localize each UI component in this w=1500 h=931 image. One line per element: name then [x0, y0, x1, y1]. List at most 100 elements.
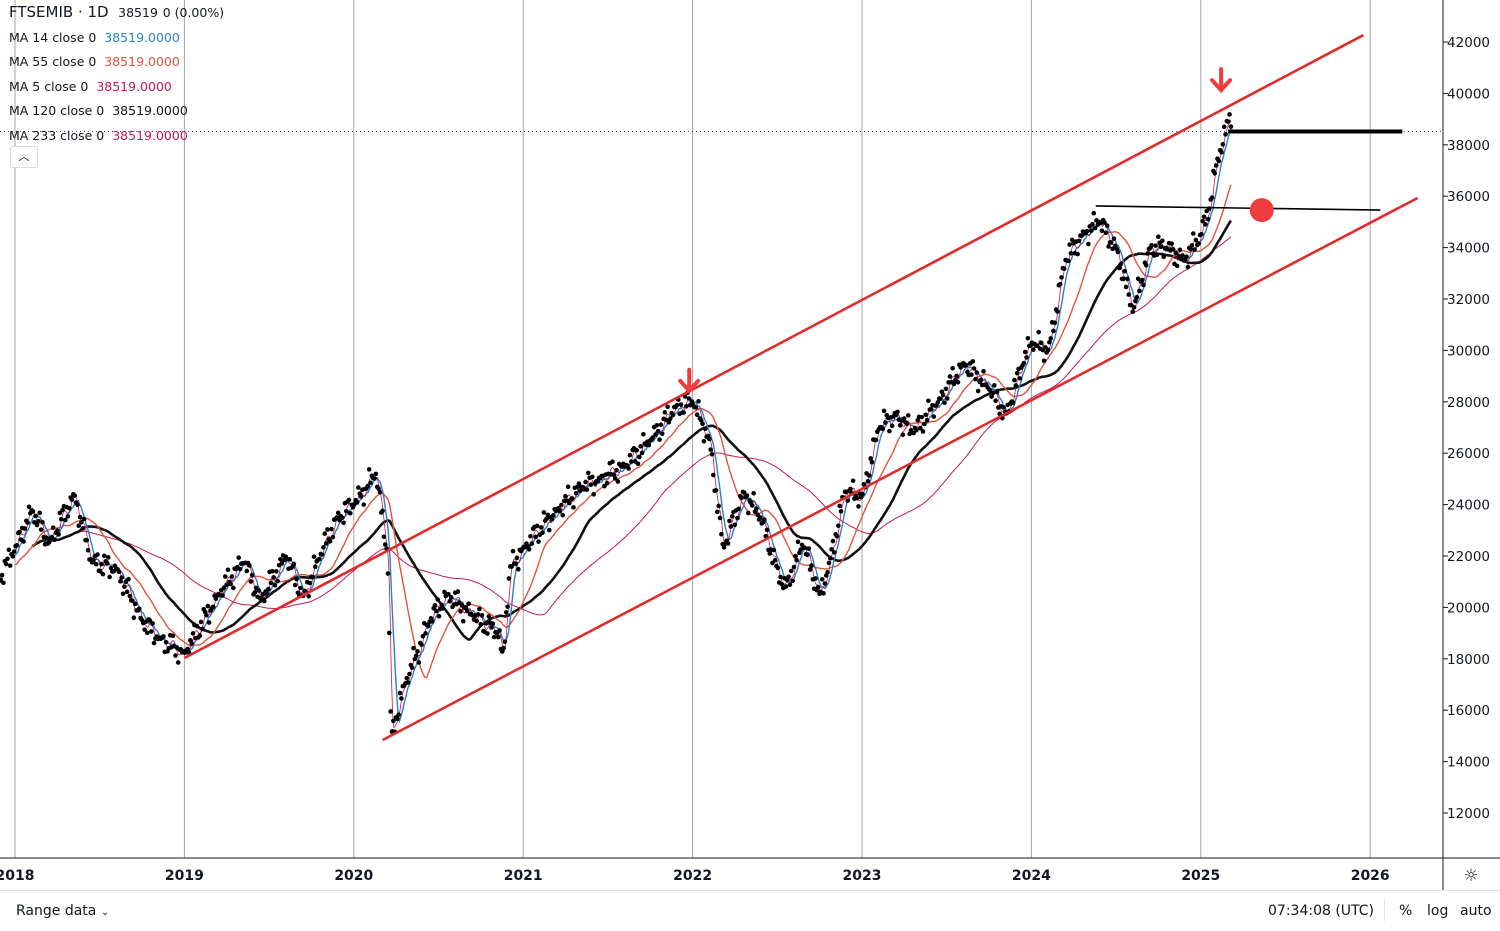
range-data-button[interactable]: Range data ⌄	[16, 903, 109, 919]
price-point	[1132, 305, 1137, 310]
price-point	[722, 545, 727, 550]
price-point	[386, 571, 391, 576]
price-point	[341, 520, 346, 525]
price-point	[784, 584, 789, 589]
price-point	[659, 422, 664, 427]
price-point	[637, 455, 642, 460]
price-point	[746, 511, 751, 516]
price-point	[694, 405, 699, 410]
price-change: 0 (0.00%)	[163, 5, 224, 20]
price-point	[890, 424, 895, 429]
price-point	[1031, 347, 1036, 352]
price-point	[21, 539, 26, 544]
price-point	[273, 583, 278, 588]
price-point	[1202, 214, 1207, 219]
price-point	[1226, 119, 1231, 124]
price-point	[566, 485, 571, 490]
ma-legend-row[interactable]: MA 55 close 0 38519.0000	[9, 50, 224, 75]
price-point	[1059, 275, 1064, 280]
price-point	[1192, 247, 1197, 252]
ma-legend-row[interactable]: MA 233 close 0 38519.0000	[9, 124, 224, 149]
price-point	[1118, 262, 1123, 267]
price-point	[419, 642, 424, 647]
price-point	[466, 601, 471, 606]
price-point	[880, 427, 885, 432]
auto-toggle[interactable]: auto	[1460, 903, 1492, 919]
price-point	[539, 525, 544, 530]
price-point	[12, 549, 17, 554]
price-point	[492, 635, 497, 640]
price-point	[991, 391, 996, 396]
log-toggle[interactable]: log	[1427, 903, 1448, 919]
price-point	[921, 429, 926, 434]
price-point	[835, 534, 840, 539]
price-point	[312, 554, 317, 559]
price-point	[211, 605, 216, 610]
price-point	[825, 570, 830, 575]
symbol[interactable]: FTSEMIB	[9, 3, 73, 21]
price-point	[15, 543, 20, 548]
price-point	[40, 520, 45, 525]
price-point	[82, 517, 87, 522]
ma-legend-row[interactable]: MA 14 close 0 38519.0000	[9, 26, 224, 51]
price-point	[728, 524, 733, 529]
price-point	[347, 498, 352, 503]
price-point	[1137, 289, 1142, 294]
price-point	[496, 635, 501, 640]
price-point	[941, 393, 946, 398]
price-point	[809, 563, 814, 568]
price-point	[898, 423, 903, 428]
price-point	[805, 552, 810, 557]
price-point	[313, 564, 318, 569]
symbol-header[interactable]: FTSEMIB · 1D 38519 0 (0.00%)	[9, 0, 224, 26]
price-point	[461, 619, 466, 624]
y-tick-label: 34000	[1447, 241, 1490, 257]
price-point	[550, 517, 555, 522]
price-point	[979, 378, 984, 383]
price-point	[150, 621, 155, 626]
price-point	[1125, 277, 1130, 282]
price-point	[586, 471, 591, 476]
ma-legend-row[interactable]: MA 120 close 0 38519.0000	[9, 99, 224, 124]
ma-label: MA 14 close 0	[9, 30, 96, 45]
price-point	[1106, 244, 1111, 249]
price-point	[796, 540, 801, 545]
ma-legend-row[interactable]: MA 5 close 0 38519.0000	[9, 75, 224, 100]
price-point	[1105, 223, 1110, 228]
ma-value: 38519.0000	[96, 79, 172, 94]
price-point	[1048, 336, 1053, 341]
price-point	[99, 562, 104, 567]
price-point	[905, 422, 910, 427]
price-point	[1121, 277, 1126, 282]
price-point	[374, 472, 379, 477]
price-point	[173, 653, 178, 658]
y-tick-label: 42000	[1447, 35, 1490, 51]
price-point	[931, 414, 936, 419]
price-point	[1086, 242, 1091, 247]
price-point	[559, 503, 564, 508]
y-tick-label: 24000	[1447, 498, 1490, 514]
price-point	[870, 460, 875, 465]
price-point	[827, 561, 832, 566]
price-point	[25, 520, 30, 525]
price-point	[589, 482, 594, 487]
price-point	[396, 712, 401, 717]
price-point	[66, 514, 71, 519]
price-point	[414, 653, 419, 658]
interval[interactable]: 1D	[88, 3, 109, 21]
y-tick-label: 22000	[1447, 549, 1490, 565]
price-point	[739, 496, 744, 501]
price-point	[1012, 378, 1017, 383]
x-tick-label: 2024	[1012, 868, 1051, 884]
settings-gear-icon[interactable]: ☼	[1463, 866, 1478, 886]
price-point	[954, 374, 959, 379]
price-point	[790, 579, 795, 584]
price-point	[663, 410, 668, 415]
price-point	[778, 575, 783, 580]
price-point	[860, 492, 865, 497]
price-point	[238, 567, 243, 572]
collapse-legend-button[interactable]: ︿	[10, 146, 38, 168]
price-point	[269, 581, 274, 586]
percent-toggle[interactable]: %	[1399, 903, 1412, 919]
